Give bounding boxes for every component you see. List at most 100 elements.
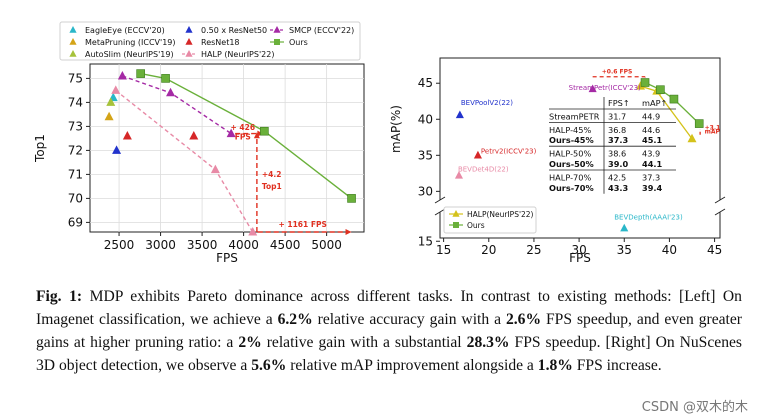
table-cell: Ours-50% [549,159,594,169]
left-annotation-label: + 1161 FPS [278,220,326,229]
left-data-point [104,111,114,121]
right-y-tick-label: 45 [418,76,433,90]
right-labeled-point [473,150,482,159]
left-data-point [117,71,127,80]
table-cell: 44.1 [642,159,663,169]
table-cell: 39.0 [608,159,629,169]
table-cell: 44.6 [642,125,660,135]
left-legend-marker [185,50,193,57]
right-y-tick-label: 15 [418,234,433,248]
left-data-point [111,85,121,94]
right-x-tick-label: 25 [526,243,541,257]
left-x-tick-label: 4500 [270,238,301,252]
left-series-lines [115,72,352,233]
right-x-tick-label: 35 [617,243,632,257]
table-cell: 45.1 [642,135,663,145]
left-legend-label: Ours [289,38,308,47]
table-cell: 31.7 [608,111,626,121]
right-axis-break-mark [434,208,446,216]
right-labeled-point [620,223,629,232]
right-y-tick-label: 40 [418,112,433,126]
table-cell: 37.3 [642,172,660,182]
right-legend-label: Ours [467,221,485,230]
left-data-point [248,227,258,236]
left-data-point [136,69,145,78]
table-cell: Ours-70% [549,183,594,193]
right-legend: HALP(NeurIPS'22) Ours [443,206,537,234]
right-data-point [636,81,646,90]
right-point-label: BEVDepth(AAAI'23) [614,213,683,221]
right-point-label: Petrv2(ICCV'23) [481,147,537,155]
table-cell: HALP-45% [549,125,591,135]
left-x-tick-label: 2500 [104,238,135,252]
figure-caption: Fig. 1: MDP exhibits Pareto dominance ac… [36,285,742,377]
left-y-tick-label: 74 [68,95,83,109]
left-y-tick-label: 75 [68,71,83,85]
right-labeled-point [455,110,464,119]
left-x-tick-label: 3500 [187,238,218,252]
table-cell: Ours-45% [549,135,594,145]
left-legend-box [59,21,361,61]
caption-bold: 5.6% [251,357,287,374]
left-data-points [104,69,356,236]
left-legend-marker [185,26,193,33]
table-cell: 43.3 [608,183,629,193]
left-series-line [140,72,352,199]
caption-text: FPS speedup, and even greater gains at h… [36,311,742,351]
right-labeled-point [454,170,464,179]
left-chart-imagenet: 2500 3000 3500 4000 4500 5000 69707172737475 … [33,21,365,265]
right-legend-label: HALP(NeurIPS'22) [467,210,534,219]
right-legend-marker [453,222,459,228]
right-x-axis-label: FPS [569,251,591,265]
table-cell: 43.9 [642,149,660,159]
left-series-line [115,89,254,233]
table-cell: 36.8 [608,125,626,135]
right-series-line [644,81,700,125]
left-y-tick-label: 69 [68,215,83,229]
caption-text: relative accuracy gain with a [312,311,506,328]
left-data-point [347,194,356,203]
left-data-point [122,131,132,140]
right-upper-frame [439,57,721,200]
left-legend-marker [69,26,77,33]
right-point-label: BEVDet4D(22) [458,165,509,173]
left-y-ticks: 69 70 71 72 73 74 75 [68,71,90,229]
watermark: CSDN @双木的木 [641,400,748,415]
right-legend-box [443,206,537,234]
right-annotation-label: +3.1 [705,124,721,131]
caption-bold: 6.2% [277,311,313,328]
left-data-point [112,145,122,154]
right-y-tick-label: 30 [418,184,433,198]
left-x-tick-label: 4000 [228,238,259,252]
right-y-axis-label: mAP(%) [389,105,403,153]
right-labeled-point [588,84,597,93]
caption-text: relative mAP improvement alongside a [286,357,538,374]
left-legend-marker [185,38,193,45]
right-x-tick-label: 30 [571,243,586,257]
right-axis-break-mark [714,196,726,204]
table-cell: 42.5 [608,172,626,182]
left-legend-marker [273,26,281,33]
left-y-tick-label: 71 [68,167,83,181]
left-legend-label: AutoSlim (NeurIPS'19) [85,50,174,59]
right-axis-break-mark [434,196,446,204]
left-y-tick-label: 70 [68,191,83,205]
table-header-cell: FPS↑ [608,98,630,108]
figure-canvas: 2500 3000 3500 4000 4500 5000 69707172737475 … [33,21,726,265]
left-data-point [189,131,199,140]
right-x-tick-label: 40 [662,243,677,257]
left-x-ticks: 2500 3000 3500 4000 4500 5000 [104,232,342,252]
right-y-tick-label: 35 [418,148,433,162]
left-legend-label: ResNet18 [201,38,240,47]
right-lower-frame [439,212,721,239]
right-broken-axes [434,57,726,239]
left-arrow-head [253,132,260,139]
left-arrow-head [345,229,352,235]
left-legend-label: HALP (NeurIPS'22) [201,50,274,59]
right-y-ticks: 30 35 40 45 15 [418,76,440,248]
caption-text: FPS speedup. [Right] On NuScenes 3D obje… [36,334,742,374]
table-cell: 44.9 [642,111,660,121]
left-data-point [166,87,176,97]
